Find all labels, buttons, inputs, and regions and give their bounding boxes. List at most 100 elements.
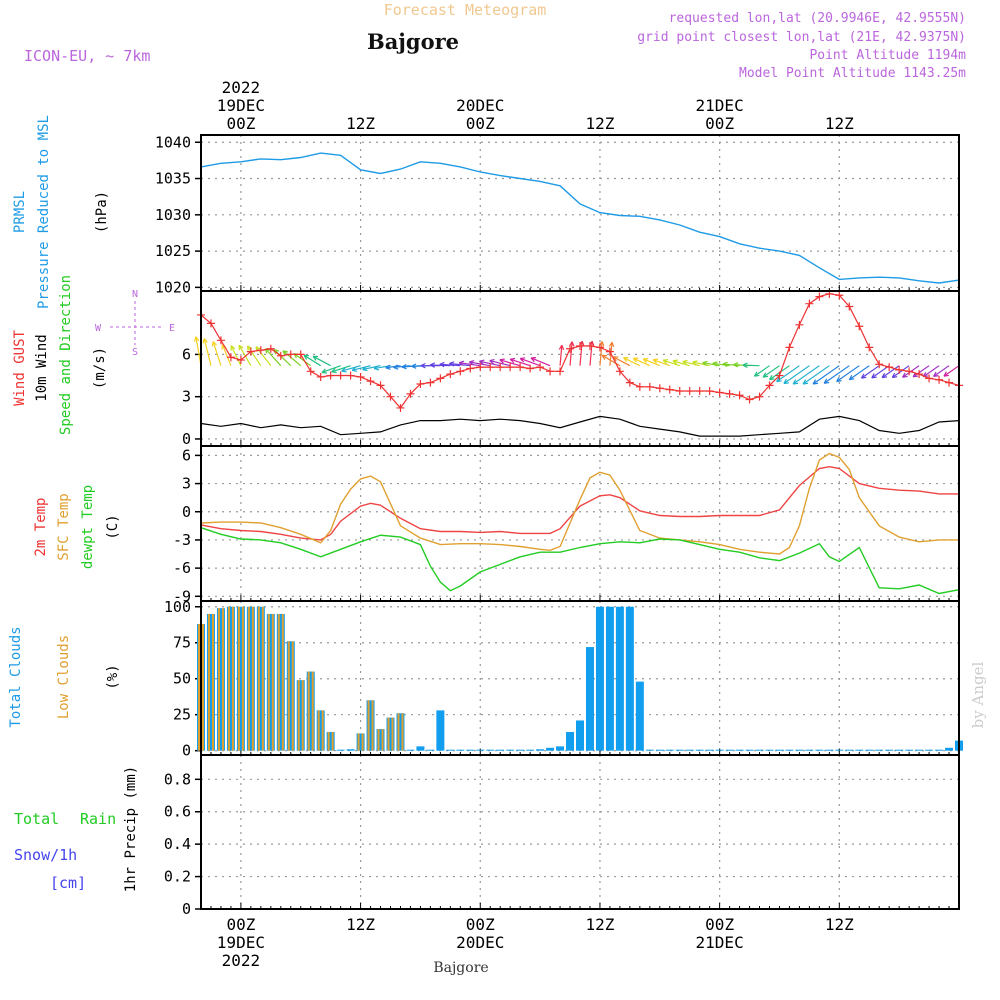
wind-arrow-head	[762, 372, 769, 378]
wind-arrow-head	[891, 372, 898, 379]
precip-unit: 1hr Precip (mm)	[123, 766, 139, 892]
total-cloud-bar	[835, 749, 844, 751]
wind-arrow-head	[449, 361, 455, 367]
wind-gust-marker	[625, 378, 634, 387]
wind-gust-marker	[715, 388, 724, 397]
wind-direction-arrow	[273, 349, 292, 367]
precip-ytick-label: 0.2	[164, 868, 191, 886]
wind-arrow-head	[608, 341, 615, 348]
wind-arrow-head	[362, 365, 368, 372]
wind-gust-marker	[246, 347, 255, 356]
wind-gust-marker	[226, 353, 235, 362]
low-cloud-bar	[357, 733, 360, 751]
wind-gust-marker	[416, 380, 425, 388]
low-cloud-bar	[202, 624, 204, 751]
point-altitude: Point Altitude 1194m	[809, 48, 966, 63]
wind-gust-marker	[595, 343, 604, 352]
plot-area: 10201025103010351040036-9-6-303602550751…	[155, 78, 963, 970]
wind-gust-marker	[486, 363, 495, 372]
wind-arrow-head	[722, 361, 728, 368]
total-cloud-bar	[566, 731, 575, 751]
wind-arrow-head	[783, 378, 789, 385]
wind-gust-marker	[865, 343, 874, 352]
wind-gust-marker	[576, 341, 584, 350]
wind-arrow-head	[632, 357, 639, 363]
wind-direction-arrow	[762, 365, 780, 378]
total-cloud-bar	[376, 729, 385, 751]
wind-gust-marker	[745, 395, 754, 404]
pressure-ytick-label: 1020	[155, 278, 191, 296]
temp-frame	[200, 445, 960, 602]
wind-gust-marker	[735, 391, 744, 400]
wind-gust-marker	[695, 387, 704, 396]
wind-gust-marker	[456, 367, 465, 376]
wind-direction-arrow	[672, 360, 690, 367]
total-cloud-bar	[236, 606, 245, 751]
low-cloud-bar	[361, 733, 364, 751]
wind-direction-arrow	[682, 360, 700, 367]
total-cloud-bar	[406, 749, 415, 751]
wind-ytick-label: 3	[182, 388, 191, 406]
pressure-frame	[200, 134, 960, 292]
bottom-time-label: 00Z	[466, 915, 495, 934]
wind-gust-marker	[296, 350, 305, 359]
wind-direction-arrow	[836, 365, 860, 383]
wind-direction-arrow	[351, 365, 371, 371]
wind-direction-arrow	[881, 365, 900, 379]
wind-arrow-head	[943, 371, 949, 377]
wind-direction-arrow	[282, 350, 302, 367]
wind-gust-marker	[466, 364, 475, 373]
low-cloud-bar	[211, 613, 214, 751]
wind-gust-marker	[276, 351, 285, 360]
temp-ytick-label: 3	[182, 475, 191, 493]
compass-w: W	[95, 323, 102, 334]
low-cloud-bar	[257, 606, 260, 751]
cloud-unit: (%)	[105, 664, 121, 689]
wind-gust-marker	[396, 403, 405, 412]
bottom-time-label: 21DEC	[696, 933, 744, 952]
wind-arrow-head	[881, 372, 888, 379]
precip-ytick-label: 0	[182, 900, 191, 918]
wind-gust-marker	[675, 387, 684, 396]
top-time-label: 2022	[222, 78, 261, 97]
wind-direction-arrow	[783, 365, 810, 385]
total-cloud-bar	[945, 747, 954, 751]
wind-direction-arrow	[509, 358, 531, 367]
total-cloud-bar	[396, 713, 405, 751]
wind-gust-marker	[755, 392, 764, 401]
low-cloud-bar	[227, 606, 230, 751]
bottom-time-label: 19DEC	[217, 933, 265, 952]
temp-ytick-label: -9	[173, 587, 191, 605]
top-time-label: 12Z	[346, 114, 375, 133]
wind-direction-arrow	[871, 365, 890, 379]
wind-arrow-head	[769, 374, 775, 381]
total-cloud-bar	[556, 746, 565, 751]
wind-gust-marker	[236, 356, 245, 365]
temp-label-2: SFC Temp	[56, 493, 72, 560]
total-cloud-bar	[685, 749, 694, 751]
cloud-ytick-label: 100	[164, 598, 191, 616]
wind-arrow-head	[230, 345, 236, 351]
total-cloud-bar	[905, 749, 914, 751]
wind-gust-marker	[835, 291, 844, 300]
compass-rose: N S W E	[95, 289, 175, 358]
low-cloud-bar	[281, 613, 284, 751]
total-cloud-bar	[516, 749, 525, 751]
wind-gust-marker	[506, 363, 515, 372]
wind-arrow-head	[836, 376, 842, 383]
cloud-ytick-label: 75	[173, 634, 191, 652]
wind-gust-marker	[266, 344, 275, 353]
wind-direction-arrow	[559, 345, 563, 366]
wind-arrow-head	[393, 364, 399, 370]
wind-direction-arrow	[742, 364, 760, 367]
wind-direction-arrow	[331, 365, 351, 373]
wind-gust-marker	[705, 387, 714, 396]
low-cloud-bar	[371, 700, 374, 751]
wind-direction-arrow	[633, 357, 651, 367]
top-time-label: 00Z	[466, 114, 495, 133]
wind-direction-arrow	[861, 365, 880, 379]
wind-direction-arrow	[891, 365, 910, 378]
wind-gust-marker	[256, 346, 265, 355]
bottom-time-label: 00Z	[226, 915, 255, 934]
total-cloud-bar	[576, 720, 584, 751]
